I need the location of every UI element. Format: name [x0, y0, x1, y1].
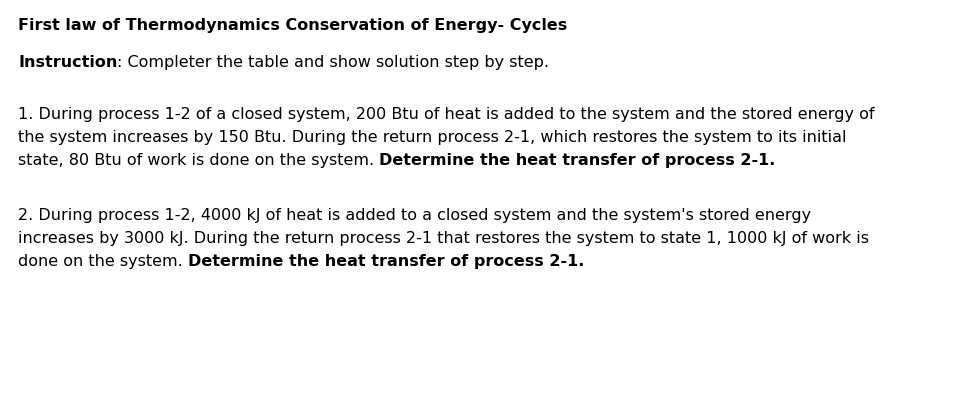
Text: increases by 3000 kJ. During the return process 2-1 that restores the system to : increases by 3000 kJ. During the return …	[18, 231, 869, 246]
Text: Determine the heat transfer of process 2-1.: Determine the heat transfer of process 2…	[379, 153, 776, 168]
Text: done on the system.: done on the system.	[18, 254, 188, 269]
Text: Instruction: Instruction	[18, 55, 117, 70]
Text: 1. During process 1-2 of a closed system, 200 Btu of heat is added to the system: 1. During process 1-2 of a closed system…	[18, 107, 875, 122]
Text: Determine the heat transfer of process 2-1.: Determine the heat transfer of process 2…	[188, 254, 584, 269]
Text: 2. During process 1-2, 4000 kJ of heat is added to a closed system and the syste: 2. During process 1-2, 4000 kJ of heat i…	[18, 208, 811, 223]
Text: First law of Thermodynamics Conservation of Energy- Cycles: First law of Thermodynamics Conservation…	[18, 18, 567, 33]
Text: state, 80 Btu of work is done on the system.: state, 80 Btu of work is done on the sys…	[18, 153, 379, 168]
Text: : Completer the table and show solution step by step.: : Completer the table and show solution …	[117, 55, 549, 70]
Text: the system increases by 150 Btu. During the return process 2-1, which restores t: the system increases by 150 Btu. During …	[18, 130, 846, 145]
